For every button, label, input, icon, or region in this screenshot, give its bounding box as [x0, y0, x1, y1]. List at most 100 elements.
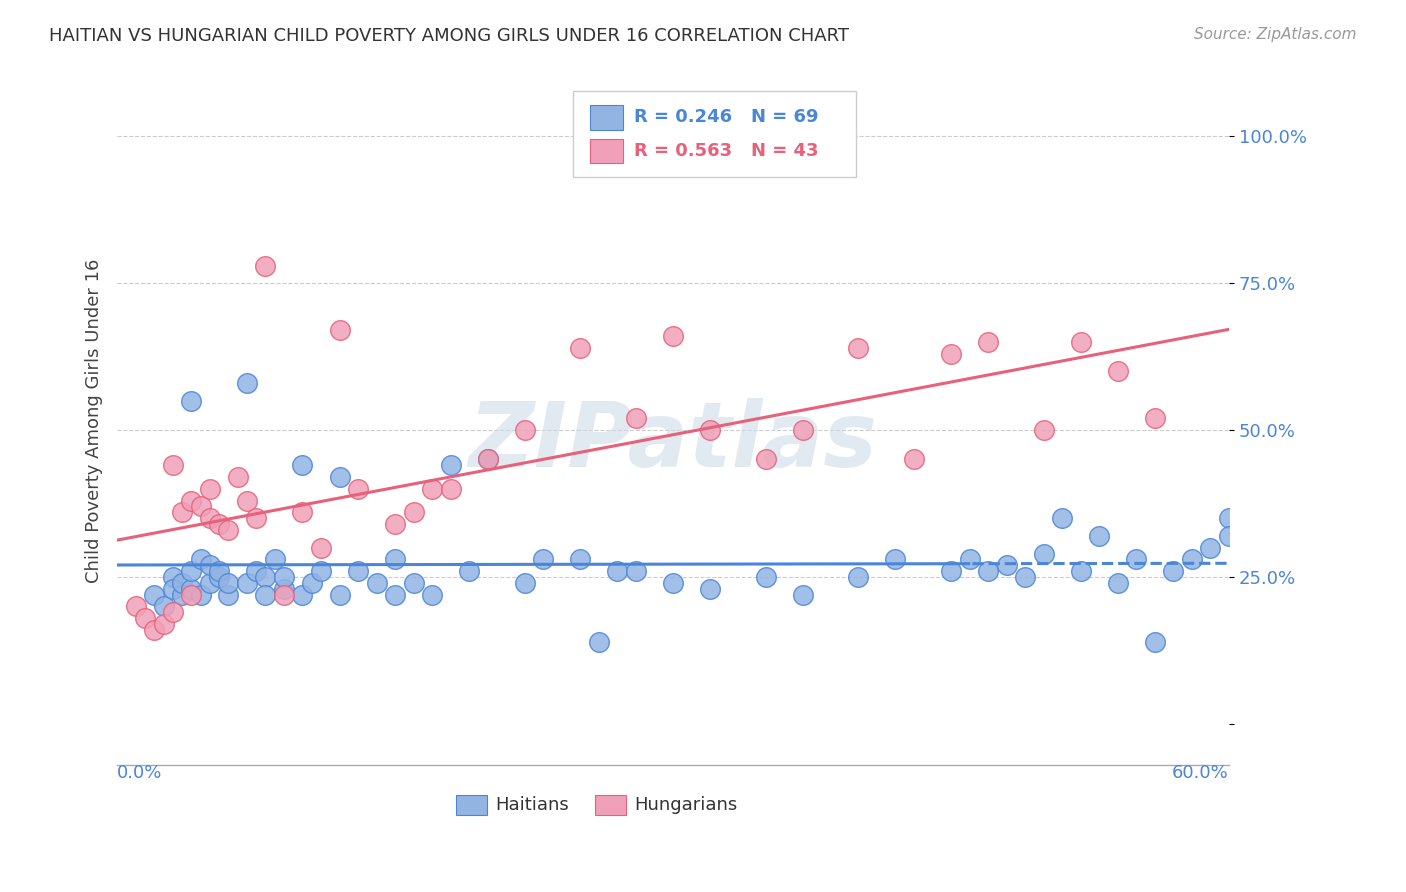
- Point: [162, 582, 184, 596]
- Point: [328, 323, 350, 337]
- Point: [1032, 547, 1054, 561]
- Text: N = 69: N = 69: [751, 108, 818, 127]
- Point: [152, 599, 174, 614]
- Point: [458, 564, 481, 578]
- Point: [755, 452, 778, 467]
- Point: [1181, 552, 1204, 566]
- Point: [180, 393, 202, 408]
- Point: [624, 564, 647, 578]
- Point: [226, 470, 249, 484]
- Point: [792, 588, 814, 602]
- Point: [236, 575, 259, 590]
- Point: [143, 588, 166, 602]
- Text: R = 0.563: R = 0.563: [634, 142, 733, 160]
- Point: [366, 575, 388, 590]
- Point: [402, 505, 425, 519]
- Bar: [457, 796, 488, 814]
- Text: R = 0.246: R = 0.246: [634, 108, 733, 127]
- Point: [254, 570, 277, 584]
- Point: [402, 575, 425, 590]
- Bar: [589, 105, 623, 129]
- Point: [245, 511, 267, 525]
- FancyBboxPatch shape: [574, 91, 856, 178]
- Point: [846, 341, 869, 355]
- Point: [328, 588, 350, 602]
- Point: [190, 588, 212, 602]
- Bar: [589, 138, 623, 163]
- Point: [420, 588, 443, 602]
- Point: [977, 334, 1000, 349]
- Point: [606, 564, 628, 578]
- Point: [624, 411, 647, 425]
- Point: [959, 552, 981, 566]
- Point: [217, 523, 239, 537]
- Point: [513, 575, 536, 590]
- Point: [291, 588, 314, 602]
- Point: [273, 588, 295, 602]
- Bar: [595, 796, 626, 814]
- Point: [347, 564, 370, 578]
- Text: HAITIAN VS HUNGARIAN CHILD POVERTY AMONG GIRLS UNDER 16 CORRELATION CHART: HAITIAN VS HUNGARIAN CHILD POVERTY AMONG…: [49, 27, 849, 45]
- Point: [531, 552, 554, 566]
- Point: [977, 564, 1000, 578]
- Point: [263, 552, 285, 566]
- Point: [180, 582, 202, 596]
- Point: [1125, 552, 1147, 566]
- Point: [273, 570, 295, 584]
- Point: [180, 564, 202, 578]
- Point: [755, 570, 778, 584]
- Point: [162, 570, 184, 584]
- Point: [513, 423, 536, 437]
- Text: Hungarians: Hungarians: [634, 796, 737, 814]
- Point: [699, 423, 721, 437]
- Point: [846, 570, 869, 584]
- Point: [939, 347, 962, 361]
- Point: [254, 588, 277, 602]
- Point: [569, 341, 592, 355]
- Point: [662, 329, 685, 343]
- Text: 0.0%: 0.0%: [117, 764, 163, 782]
- Point: [254, 259, 277, 273]
- Point: [198, 511, 221, 525]
- Point: [384, 517, 406, 532]
- Text: 60.0%: 60.0%: [1173, 764, 1229, 782]
- Point: [208, 570, 231, 584]
- Text: N = 43: N = 43: [751, 142, 818, 160]
- Point: [1088, 529, 1111, 543]
- Point: [170, 575, 193, 590]
- Point: [217, 575, 239, 590]
- Point: [180, 493, 202, 508]
- Point: [384, 588, 406, 602]
- Point: [1014, 570, 1036, 584]
- Text: ZIPatlas: ZIPatlas: [468, 398, 877, 486]
- Point: [884, 552, 907, 566]
- Point: [1143, 634, 1166, 648]
- Point: [1050, 511, 1073, 525]
- Point: [440, 482, 463, 496]
- Point: [301, 575, 323, 590]
- Point: [1218, 511, 1240, 525]
- Point: [1070, 564, 1092, 578]
- Point: [792, 423, 814, 437]
- Point: [152, 617, 174, 632]
- Point: [995, 558, 1018, 573]
- Point: [1070, 334, 1092, 349]
- Point: [1032, 423, 1054, 437]
- Point: [347, 482, 370, 496]
- Point: [208, 517, 231, 532]
- Point: [699, 582, 721, 596]
- Point: [170, 588, 193, 602]
- Point: [162, 458, 184, 473]
- Point: [291, 458, 314, 473]
- Point: [217, 588, 239, 602]
- Point: [162, 605, 184, 619]
- Point: [1107, 575, 1129, 590]
- Point: [198, 482, 221, 496]
- Point: [190, 552, 212, 566]
- Point: [1107, 364, 1129, 378]
- Point: [180, 588, 202, 602]
- Point: [477, 452, 499, 467]
- Point: [1218, 529, 1240, 543]
- Point: [125, 599, 148, 614]
- Point: [588, 634, 610, 648]
